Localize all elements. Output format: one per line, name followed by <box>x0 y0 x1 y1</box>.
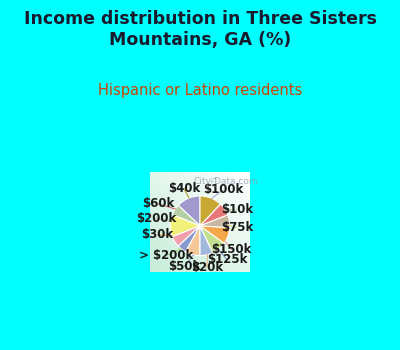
Wedge shape <box>200 204 228 226</box>
Wedge shape <box>172 205 200 226</box>
Wedge shape <box>178 196 200 226</box>
Wedge shape <box>170 215 200 237</box>
Text: $100k: $100k <box>203 183 243 196</box>
Wedge shape <box>178 226 200 252</box>
Text: $75k: $75k <box>221 221 253 234</box>
Text: City-Data.com: City-Data.com <box>194 176 258 186</box>
Text: $40k: $40k <box>168 182 200 195</box>
Wedge shape <box>200 226 213 256</box>
Text: $60k: $60k <box>142 197 174 210</box>
Wedge shape <box>200 226 224 253</box>
Text: > $200k: > $200k <box>139 249 193 262</box>
Wedge shape <box>200 226 230 243</box>
Text: $50k: $50k <box>168 260 200 273</box>
Wedge shape <box>186 226 200 256</box>
Wedge shape <box>172 226 200 246</box>
Wedge shape <box>200 196 220 226</box>
Wedge shape <box>200 215 230 228</box>
Text: ⓘ: ⓘ <box>210 176 216 186</box>
Text: $20k: $20k <box>191 261 223 274</box>
Text: $150k: $150k <box>212 243 252 256</box>
Text: Income distribution in Three Sisters
Mountains, GA (%): Income distribution in Three Sisters Mou… <box>24 10 376 49</box>
Text: Hispanic or Latino residents: Hispanic or Latino residents <box>98 83 302 98</box>
Text: $125k: $125k <box>207 253 247 266</box>
Text: $10k: $10k <box>221 203 253 216</box>
Text: $200k: $200k <box>136 212 176 225</box>
Text: $30k: $30k <box>141 228 173 241</box>
